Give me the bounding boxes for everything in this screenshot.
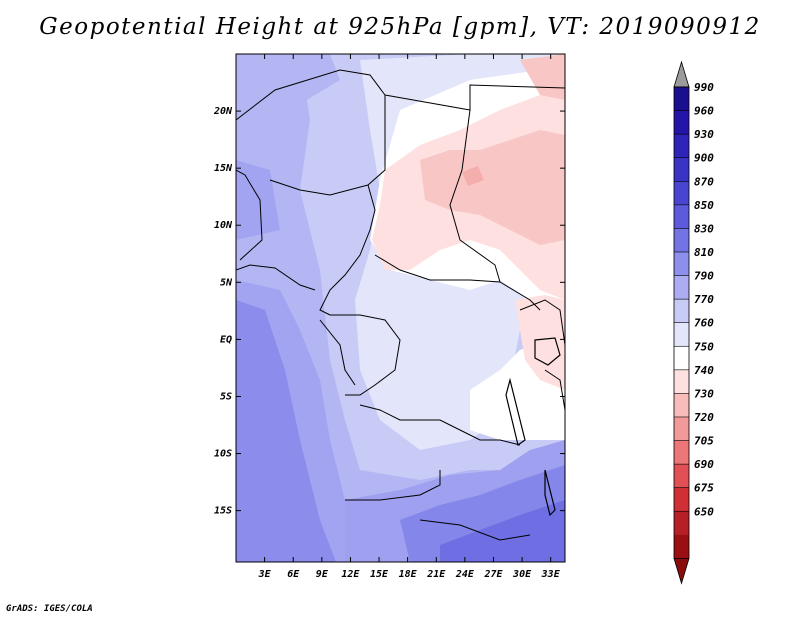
chart-title: Geopotential Height at 925hPa [gpm], VT:… <box>39 14 761 40</box>
lon-label: 18E <box>399 569 418 580</box>
lon-label: 30E <box>512 569 532 580</box>
border-car-south <box>374 254 541 311</box>
lat-label: 15S <box>214 506 232 517</box>
lat-label: 10S <box>214 449 232 460</box>
colorbar-segment <box>674 393 689 418</box>
colorbar-label: 930 <box>694 128 714 141</box>
lake-malawi <box>544 469 556 517</box>
map-panel <box>236 54 565 562</box>
colorbar-label: 675 <box>694 482 714 495</box>
colorbar-label: 705 <box>694 435 714 448</box>
lon-label: 12E <box>341 569 360 580</box>
border-zambia-south <box>419 519 531 541</box>
lon-label: 21E <box>426 569 446 580</box>
border-north-west <box>236 69 386 186</box>
colorbar-segment <box>674 251 689 277</box>
lon-label: 9E <box>316 569 329 580</box>
border-angola-zambia <box>345 470 441 501</box>
lat-label: 15N <box>214 163 233 174</box>
country-borders <box>236 69 565 541</box>
field-740-ne <box>520 54 565 100</box>
colorbar-label: 770 <box>694 293 714 306</box>
colorbar-label: 740 <box>694 364 714 377</box>
colorbar-segment <box>674 346 689 371</box>
lakes <box>505 337 561 517</box>
lake-tanganyika <box>505 377 526 447</box>
colorbar-top-arrow <box>673 60 690 88</box>
border-drc-south <box>359 404 521 446</box>
border-cameroon <box>319 184 376 316</box>
colorbar-label: 650 <box>694 505 714 518</box>
field-850-south <box>236 300 336 562</box>
colorbar-segment <box>674 534 689 559</box>
field-740-core <box>420 130 565 245</box>
colorbar-label: 850 <box>694 199 714 212</box>
field-830-nw <box>236 160 280 240</box>
lake-victoria <box>534 337 561 366</box>
border-coastline-1 <box>236 264 316 291</box>
lat-label: EQ <box>220 334 232 345</box>
colorbar-label: 870 <box>694 175 714 188</box>
lon-label: 27E <box>483 569 503 580</box>
colorbar-label: 900 <box>694 152 714 165</box>
colorbar-label: 830 <box>694 222 714 235</box>
field-850-se-deep <box>440 500 565 562</box>
colorbar-label: 690 <box>694 458 714 471</box>
lat-label: 20N <box>213 106 233 117</box>
colorbar-label: 790 <box>694 270 714 283</box>
border-niger-chad <box>384 84 565 111</box>
lon-label: 6E <box>287 569 300 580</box>
border-gabon <box>319 319 356 386</box>
colorbar-label: 990 <box>694 81 714 94</box>
grads-credit: GrADS: IGES/COLA <box>6 604 93 614</box>
colorbar-segment <box>674 134 689 159</box>
colorbar-segment <box>674 487 689 512</box>
colorbar-label: 750 <box>694 340 714 353</box>
lon-label: 15E <box>370 569 389 580</box>
colorbar-segment <box>674 110 689 135</box>
field-810-nw <box>236 54 340 120</box>
lon-label: 33E <box>541 569 561 580</box>
colorbar-segment <box>674 181 689 206</box>
lat-label: 5N <box>220 277 233 288</box>
colorbar-segment <box>674 464 689 489</box>
colorbar-segment <box>674 299 689 324</box>
field-730-spot <box>462 166 484 186</box>
colorbar-label: 730 <box>694 387 714 400</box>
colorbar-segment <box>674 228 689 253</box>
colorbar-segment <box>674 369 689 394</box>
colorbar-label: 810 <box>694 246 714 259</box>
border-chad-east <box>449 109 501 283</box>
colorbar-segment <box>674 157 689 182</box>
colorbar-bottom-arrow <box>673 558 690 585</box>
colorbar-segment <box>674 440 689 465</box>
lon-label: 24E <box>455 569 475 580</box>
colorbar-segment <box>674 322 689 347</box>
colorbar-segment <box>674 275 689 300</box>
colorbar: 990 960 930 900 870 850 830 810 790 770 760 750 740 7… <box>673 60 714 585</box>
map-frame <box>235 53 566 563</box>
border-uganda <box>519 299 565 346</box>
latitude-axis: 20N 15N 10N 5N EQ 5S 10S 15S <box>213 106 565 517</box>
colorbar-segment <box>674 87 689 112</box>
lat-label: 10N <box>214 220 233 231</box>
colorbar-segment <box>674 511 689 536</box>
border-tanzania <box>544 369 565 411</box>
border-west-coast <box>236 169 263 261</box>
lat-label: 5S <box>220 391 232 402</box>
colorbar-segment <box>674 204 689 229</box>
colorbar-label: 960 <box>694 105 714 118</box>
colorbar-label: 760 <box>694 317 714 330</box>
border-nigeria-north <box>269 179 369 196</box>
field-750-east <box>515 295 565 390</box>
border-congo <box>330 314 401 396</box>
lon-label: 3E <box>258 569 272 580</box>
colorbar-segment <box>674 416 689 442</box>
colorbar-label: 720 <box>694 411 714 424</box>
longitude-axis: 3E 6E 9E 12E 15E 18E 21E 24E 27E 30E 33E <box>258 54 561 580</box>
